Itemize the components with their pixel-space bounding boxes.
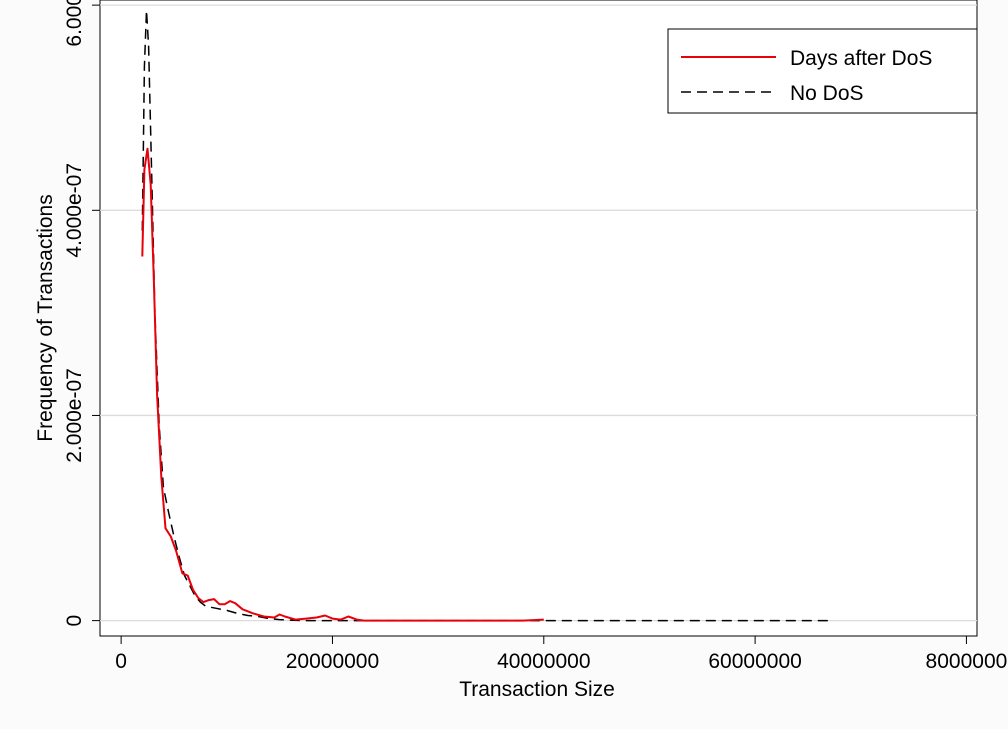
axes: 0 2.000e-07 4.000e-07 6.000e-0 0 20000000 4000… [63, 0, 1007, 673]
series-line-days-after-dos [141, 147, 544, 622]
y-axis-title: Frequency of Transactions [34, 194, 57, 441]
legend-box [667, 28, 978, 114]
legend: Days after DoS No DoS [667, 28, 978, 114]
gridlines [100, 4, 977, 622]
series-group [141, 9, 830, 622]
y-tick-label-1: 2.000e-07 [63, 368, 86, 463]
y-tick-label-2: 4.000e-07 [63, 163, 86, 258]
x-tick-label-4: 8000000 [926, 650, 1008, 673]
legend-label-days-after-dos: Days after DoS [790, 47, 932, 70]
y-tick-label-3: 6.000e-0 [63, 0, 86, 47]
x-axis-title: Transaction Size [459, 678, 615, 701]
x-tick-label-2: 40000000 [497, 650, 590, 673]
x-tick-label-0: 0 [115, 650, 127, 673]
x-tick-label-3: 60000000 [708, 650, 801, 673]
y-tick-label-0: 0 [63, 615, 86, 627]
x-tick-label-1: 20000000 [286, 650, 379, 673]
legend-label-no-dos: No DoS [790, 82, 864, 105]
